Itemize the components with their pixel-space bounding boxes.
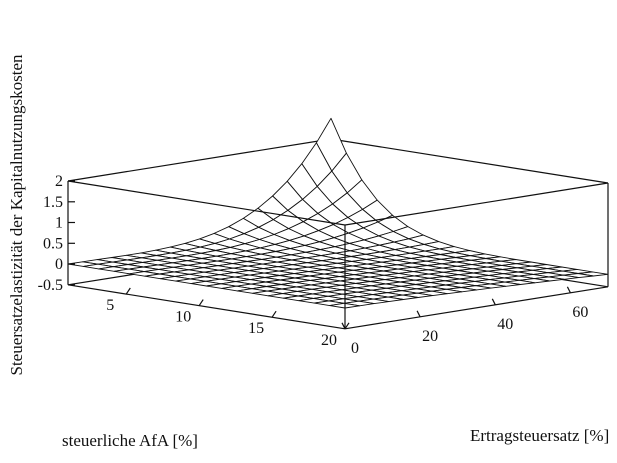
front-top-edge-left: [67, 180, 346, 226]
back-top-edge-left: [67, 138, 332, 182]
z-tick-label-4: 1.5: [43, 194, 63, 211]
y-axis-title: steuerliche AfA [%]: [62, 431, 198, 450]
x-tick-label-3: 60: [572, 304, 588, 321]
y-tick-mark-0: [125, 287, 131, 295]
y-tick-mark-1: [198, 299, 204, 306]
x-tick-mark-1: [416, 310, 421, 318]
y-axis-line: [67, 284, 346, 330]
x-tick-label-0: 0: [351, 340, 359, 357]
back-top-edge-right: [330, 138, 609, 184]
frame-front: [67, 180, 609, 330]
x-tick-mark-0: [341, 322, 346, 330]
front-top-edge-right: [344, 182, 609, 226]
surface-mesh: [67, 117, 609, 309]
y-tick-label-3: 20: [321, 332, 337, 349]
z-tick-label-2: 0.5: [43, 235, 63, 252]
y-tick-label-0: 5: [106, 297, 114, 314]
z-axis-title: Steuersatzelastizität der Kapitalnutzung…: [7, 54, 26, 376]
y-tick-mark-2: [271, 310, 277, 318]
x-tick-label-2: 40: [497, 316, 513, 333]
z-tick-label-3: 1: [55, 215, 63, 232]
x-axis-line: [344, 286, 609, 330]
x-tick-mark-2: [491, 298, 496, 306]
z-tick-label-5: 2: [55, 173, 63, 190]
x-axis-title: Ertragsteuersatz [%]: [470, 426, 609, 445]
x-tick-mark-3: [566, 286, 571, 294]
z-tick-label-1: 0: [55, 256, 63, 273]
y-tick-mark-3: [344, 322, 350, 330]
y-tick-label-1: 10: [175, 309, 191, 326]
x-tick-label-1: 20: [422, 328, 438, 345]
z-tick-label-0: -0.5: [38, 277, 63, 294]
y-tick-label-2: 15: [248, 320, 264, 337]
